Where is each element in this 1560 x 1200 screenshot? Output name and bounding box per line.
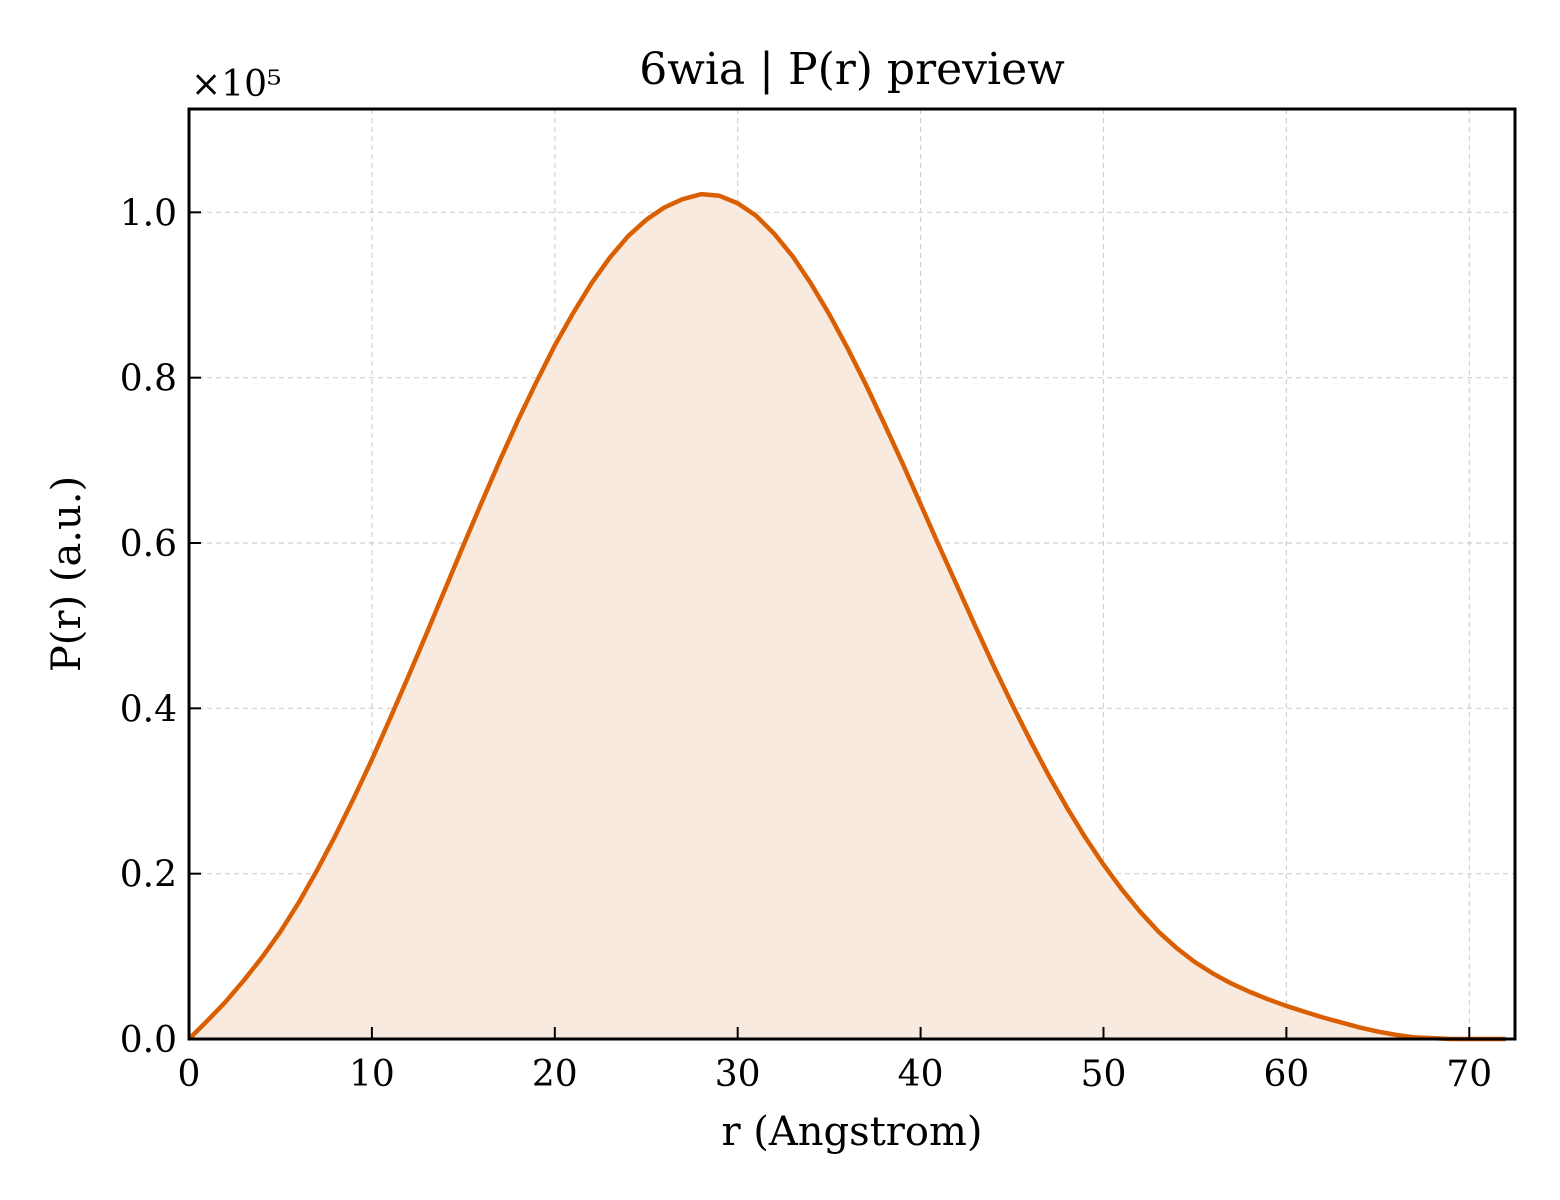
x-tick-label: 0 [178, 1054, 201, 1095]
y-tick-label: 0.8 [120, 359, 177, 400]
y-tick-label: 0.4 [120, 689, 177, 730]
ticks: 0 10 20 30 40 50 60 70 0.0 0.2 0.4 0.6 0.8 1.0 [120, 193, 1492, 1095]
chart-title: 6wia | P(r) preview [639, 44, 1065, 95]
y-axis-label: P(r) (a.u.) [44, 476, 90, 672]
y-tick-label: 0.6 [120, 524, 177, 565]
area-fill [189, 194, 1506, 1039]
series-line [187, 191, 1506, 1042]
y-tick-label: 0.0 [120, 1020, 177, 1061]
x-axis-label: r (Angstrom) [721, 1109, 982, 1155]
x-tick-label: 50 [1081, 1054, 1127, 1095]
y-tick-label: 1.0 [120, 193, 177, 234]
x-tick-label: 10 [349, 1054, 395, 1095]
y-tick-label: 0.2 [120, 855, 177, 896]
x-tick-label: 70 [1446, 1054, 1492, 1095]
x-tick-label: 40 [898, 1054, 944, 1095]
y-offset-text: ×10⁵ [191, 64, 281, 105]
x-tick-label: 60 [1263, 1054, 1309, 1095]
x-tick-label: 20 [532, 1054, 578, 1095]
x-tick-label: 30 [715, 1054, 761, 1095]
plot-frame [187, 107, 1517, 1041]
